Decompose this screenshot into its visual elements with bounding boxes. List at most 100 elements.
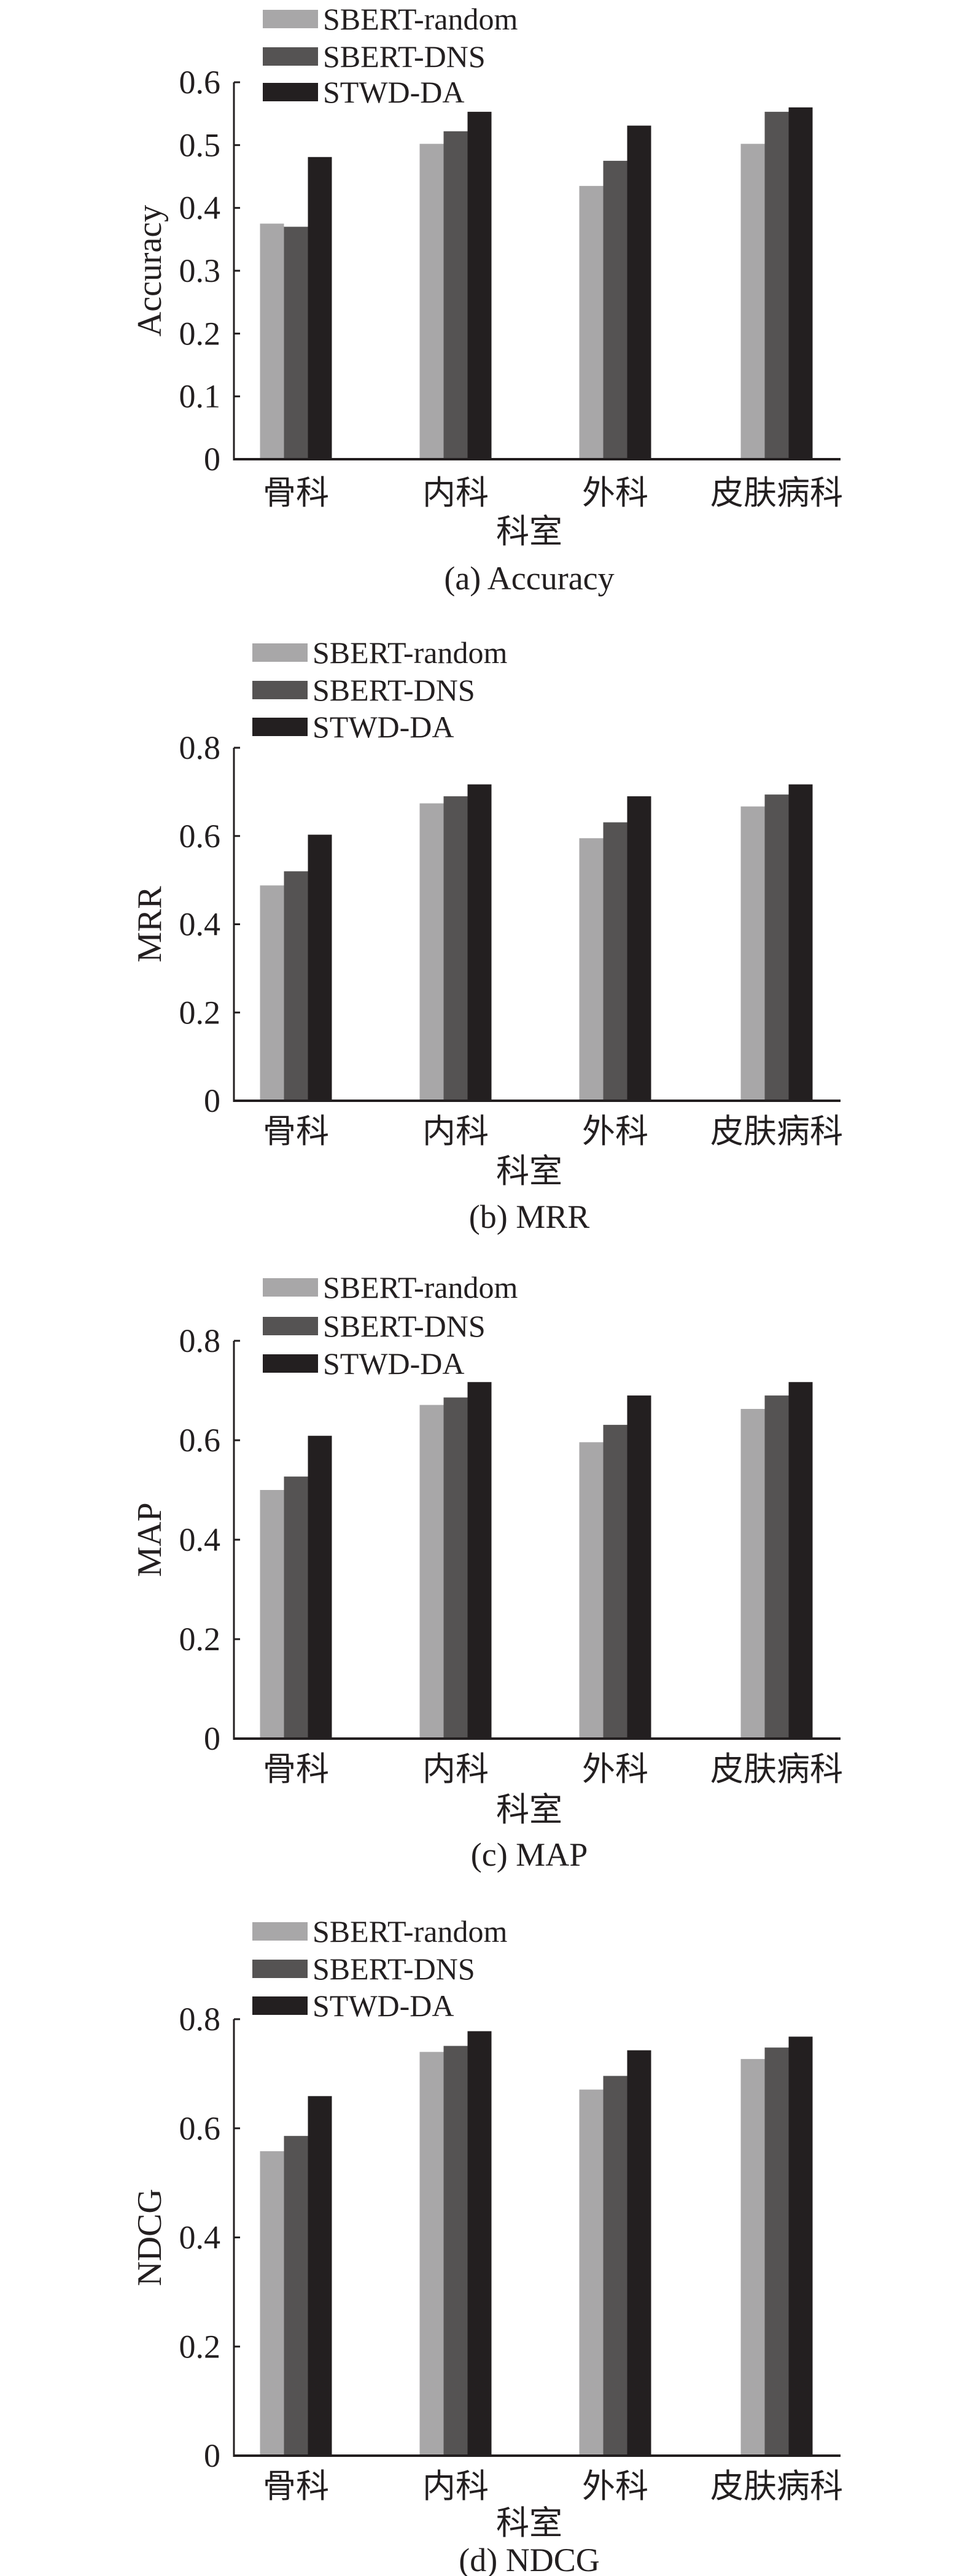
bar-sbert-random-2	[579, 1442, 604, 1739]
bar-sbert-dns-3	[764, 2047, 789, 2456]
legend-swatch-sbert-random	[263, 10, 318, 28]
bar-sbert-random-2	[579, 185, 604, 459]
bar-sbert-dns-3	[764, 1395, 789, 1739]
bar-sbert-dns-1	[443, 2046, 468, 2456]
y-axis-label: NDCG	[131, 2189, 169, 2286]
legend-label: STWD-DA	[323, 1346, 465, 1381]
bar-sbert-random-1	[419, 803, 444, 1101]
y-tick-label: 0	[204, 1082, 220, 1119]
y-tick-label: 0.8	[179, 729, 221, 766]
bar-stwd-da-0	[308, 157, 332, 459]
bar-stwd-da-3	[788, 784, 813, 1101]
y-tick-label: 0	[204, 1720, 220, 1757]
legend-swatch-sbert-random	[263, 1278, 318, 1297]
bar-stwd-da-2	[627, 125, 651, 460]
legend-swatch-sbert-random	[252, 643, 308, 662]
legend-label: SBERT-random	[313, 1914, 507, 1949]
y-tick-label: 0.4	[179, 1521, 221, 1558]
bar-sbert-dns-1	[443, 796, 468, 1101]
legend-swatch-sbert-dns	[263, 1317, 318, 1335]
x-category-label: 内科	[422, 1113, 489, 1150]
bar-sbert-dns-1	[443, 1397, 468, 1739]
bar-stwd-da-1	[467, 1382, 492, 1739]
bar-stwd-da-2	[627, 2050, 651, 2456]
y-tick-label: 0.2	[179, 1621, 221, 1658]
y-tick-label: 0.2	[179, 994, 221, 1031]
chart-caption: (d) NDCG	[459, 2542, 599, 2576]
legend-swatch-sbert-random	[252, 1922, 308, 1941]
legend-swatch-sbert-dns	[263, 47, 318, 66]
x-category-label: 外科	[582, 475, 648, 511]
x-category-label: 骨科	[263, 1113, 329, 1150]
y-tick-label: 0.6	[179, 1422, 221, 1459]
x-category-label: 皮肤病科	[710, 2468, 843, 2505]
bar-stwd-da-0	[308, 1435, 332, 1739]
x-category-label: 骨科	[263, 1751, 329, 1788]
bar-sbert-dns-0	[284, 871, 308, 1101]
y-tick-label: 0	[204, 2437, 220, 2474]
chart-caption: (c) MAP	[471, 1836, 588, 1873]
bar-sbert-random-1	[419, 1405, 444, 1739]
y-tick-label: 0.6	[179, 2110, 221, 2147]
bar-sbert-dns-2	[603, 1424, 627, 1739]
x-category-label: 皮肤病科	[710, 1113, 843, 1150]
chart-caption: (b) MRR	[469, 1198, 590, 1235]
bar-sbert-random-0	[260, 885, 284, 1101]
bar-sbert-dns-3	[764, 794, 789, 1101]
y-tick-label: 0.6	[179, 818, 221, 855]
bar-stwd-da-1	[467, 112, 492, 459]
chart-panel-1: 0 0.2 0.4 0.6 0.8 骨科 内科 外科 皮肤病科 MRR 科室 (b) MRR SBERT…	[131, 635, 843, 1235]
x-axis-label: 科室	[496, 2505, 562, 2542]
legend-swatch-stwd-da	[263, 83, 318, 101]
bar-stwd-da-3	[788, 107, 813, 459]
bar-sbert-random-0	[260, 223, 284, 459]
y-tick-label: 0	[204, 441, 220, 478]
legend-label: SBERT-random	[323, 2, 518, 36]
legend-swatch-sbert-dns	[252, 1960, 308, 1978]
x-category-label: 皮肤病科	[710, 475, 843, 511]
chart-caption: (a) Accuracy	[444, 560, 614, 597]
bar-stwd-da-2	[627, 1395, 651, 1739]
bar-sbert-dns-3	[764, 112, 789, 459]
y-axis-label: MRR	[131, 886, 169, 963]
chart-panel-2: 0 0.2 0.4 0.6 0.8 骨科 内科 外科 皮肤病科 MAP 科室 (c) MAP SBERT…	[131, 1270, 843, 1873]
y-tick-label: 0.2	[179, 2328, 221, 2365]
x-category-label: 骨科	[263, 2468, 329, 2505]
y-axis-label: Accuracy	[131, 205, 169, 337]
legend-label: SBERT-random	[323, 1270, 518, 1305]
y-tick-label: 0.8	[179, 1322, 221, 1359]
bar-sbert-random-3	[740, 2058, 765, 2456]
bar-sbert-random-0	[260, 2151, 284, 2456]
legend-label: SBERT-random	[313, 635, 507, 670]
y-tick-label: 0.8	[179, 2001, 221, 2038]
legend-label: STWD-DA	[313, 710, 454, 744]
x-axis-label: 科室	[496, 1791, 562, 1828]
bar-stwd-da-3	[788, 1382, 813, 1739]
y-tick-label: 0.4	[179, 906, 221, 943]
bar-sbert-random-2	[579, 838, 604, 1101]
y-axis-label: MAP	[131, 1502, 169, 1577]
legend-label: SBERT-DNS	[323, 39, 486, 74]
bar-sbert-random-2	[579, 2089, 604, 2456]
bar-sbert-dns-0	[284, 227, 308, 459]
legend-label: STWD-DA	[323, 75, 465, 109]
bar-stwd-da-1	[467, 784, 492, 1101]
bar-stwd-da-3	[788, 2036, 813, 2456]
legend-swatch-sbert-dns	[252, 681, 308, 699]
y-tick-label: 0.3	[179, 252, 221, 289]
legend-label: SBERT-DNS	[313, 673, 475, 707]
x-category-label: 外科	[582, 1751, 648, 1788]
x-category-label: 外科	[582, 1113, 648, 1150]
legend-swatch-stwd-da	[263, 1354, 318, 1373]
y-tick-label: 0.5	[179, 126, 221, 163]
bar-stwd-da-1	[467, 2031, 492, 2456]
bar-sbert-random-1	[419, 144, 444, 459]
y-tick-label: 0.6	[179, 64, 221, 101]
bar-sbert-dns-1	[443, 131, 468, 459]
y-tick-label: 0.4	[179, 2219, 221, 2256]
x-category-label: 内科	[422, 2468, 489, 2505]
x-category-label: 外科	[582, 2468, 648, 2505]
bar-sbert-dns-2	[603, 2076, 627, 2456]
x-category-label: 内科	[422, 1751, 489, 1788]
